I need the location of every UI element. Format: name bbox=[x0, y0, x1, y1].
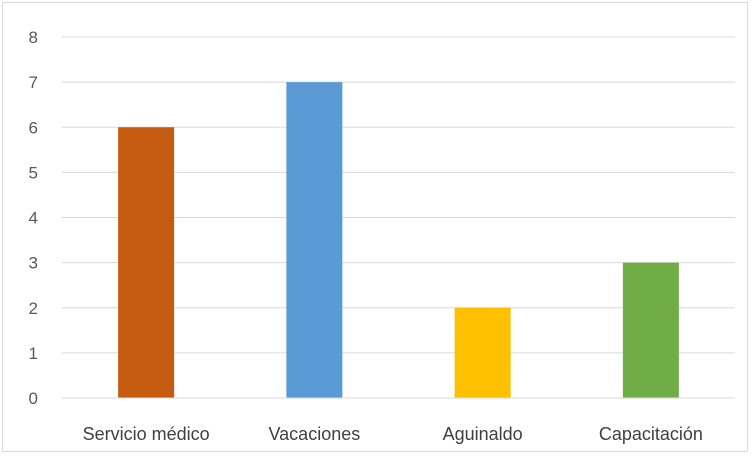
y-tick-label-0: 0 bbox=[29, 389, 38, 408]
y-tick-label-1: 1 bbox=[29, 344, 38, 363]
y-tick-label-5: 5 bbox=[29, 163, 38, 182]
x-category-label-2: Vacaciones bbox=[269, 424, 361, 444]
y-tick-label-8: 8 bbox=[29, 28, 38, 47]
gridlines bbox=[62, 36, 735, 354]
y-axis-tick-labels: 0 1 2 3 4 5 6 7 8 bbox=[29, 28, 38, 408]
y-tick-label-4: 4 bbox=[29, 209, 38, 228]
x-category-label-3: Aguinaldo bbox=[443, 424, 523, 444]
y-tick-label-7: 7 bbox=[29, 73, 38, 92]
bar-4 bbox=[622, 262, 679, 398]
y-tick-label-3: 3 bbox=[29, 254, 38, 273]
x-category-label-1: Servicio médico bbox=[83, 424, 210, 444]
x-axis-category-labels: Servicio médico Vacaciones Aguinaldo Capaci… bbox=[83, 424, 703, 444]
y-tick-label-6: 6 bbox=[29, 118, 38, 137]
x-category-label-4: Capacitación bbox=[599, 424, 703, 444]
y-tick-label-2: 2 bbox=[29, 299, 38, 318]
bars bbox=[118, 82, 679, 398]
bar-2 bbox=[286, 82, 343, 398]
bar-3 bbox=[454, 307, 511, 398]
bar-1 bbox=[118, 127, 175, 398]
